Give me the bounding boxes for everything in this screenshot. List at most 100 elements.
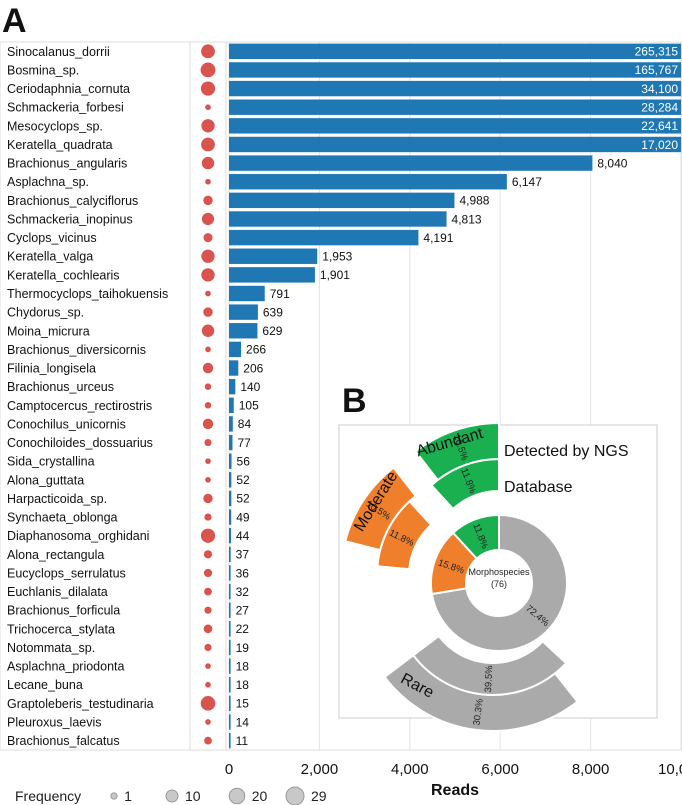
species-label: Ceriodaphnia_cornuta xyxy=(7,82,130,96)
sunburst-center-count: (76) xyxy=(491,579,507,589)
bar-value-label: 27 xyxy=(236,604,250,618)
species-label: Synchaeta_oblonga xyxy=(7,511,118,525)
frequency-dot xyxy=(203,550,213,559)
bar-panel: 265,315 165,767 34,100 28,284 22,641 17,020 8,… xyxy=(225,41,682,799)
frequency-dot xyxy=(205,719,211,725)
bar-value-label: 4,813 xyxy=(452,212,482,226)
x-tick-label: 4,000 xyxy=(391,761,429,778)
frequency-legend-label: 10 xyxy=(185,788,201,804)
bar-value-label: 18 xyxy=(236,659,250,673)
panel-a-label: A xyxy=(2,2,27,40)
x-tick-label: 8,000 xyxy=(572,761,610,778)
species-label: Harpacticoida_sp. xyxy=(7,492,107,506)
frequency-dot xyxy=(204,643,212,652)
bar-value-label: 15 xyxy=(236,697,250,711)
species-panel: Sinocalanus_dorrii Bosmina_sp. Ceriodaphni… xyxy=(0,41,191,751)
bar xyxy=(229,211,447,227)
bar xyxy=(229,658,231,674)
bar xyxy=(229,136,681,153)
bar-value-label: 11 xyxy=(236,734,249,748)
sunburst-center-label: Morphospecies xyxy=(468,567,530,577)
frequency-dot xyxy=(205,104,211,111)
frequency-dots xyxy=(200,44,216,745)
frequency-legend-circle xyxy=(228,787,246,805)
bar xyxy=(229,732,231,749)
frequency-dot xyxy=(203,233,213,243)
bar-value-label: 49 xyxy=(236,510,250,524)
species-label: Bosmina_sp. xyxy=(7,63,79,77)
bar-value-labels: 265,315 165,767 34,100 28,284 22,641 17,020 8,… xyxy=(236,45,679,748)
sunburst-segment xyxy=(383,653,579,732)
sunburst-ring-legend: Database xyxy=(504,479,573,496)
sunburst-segment xyxy=(430,531,479,596)
sunburst: 11.8%15.8%72.4%11.8%11.8%39.5%10.5%10.5%… xyxy=(344,421,629,732)
x-tick-label: 6,000 xyxy=(481,761,519,778)
species-label: Euchlanis_dilalata xyxy=(7,585,108,599)
species-label: Eucyclops_serrulatus xyxy=(7,566,126,580)
bar xyxy=(229,639,231,656)
bar-value-label: 206 xyxy=(243,361,263,375)
bar-value-label: 17,020 xyxy=(641,138,678,152)
frequency-dot xyxy=(201,156,215,170)
bar-value-label: 77 xyxy=(237,436,251,450)
species-label: Sida_crystallina xyxy=(7,455,95,469)
bar-value-label: 18 xyxy=(236,678,250,692)
sunburst-segment xyxy=(344,466,418,552)
frequency-dot xyxy=(201,249,215,263)
frequency-dot xyxy=(205,681,211,688)
bar-value-label: 4,988 xyxy=(459,194,489,208)
bar-value-label: 36 xyxy=(236,566,250,580)
frequency-dot xyxy=(203,195,213,206)
frequency-dot xyxy=(202,362,214,374)
species-label: Mesocyclops_sp. xyxy=(7,119,103,133)
species-label: Diaphanosoma_orghidani xyxy=(7,529,149,543)
species-names: Sinocalanus_dorrii Bosmina_sp. Ceriodaphni… xyxy=(7,45,168,748)
frequency-dot xyxy=(203,568,213,578)
frequency-dot xyxy=(202,418,214,430)
species-label: Filinia_longisela xyxy=(7,362,96,376)
bar-value-label: 1,953 xyxy=(322,250,352,264)
bar-value-label: 84 xyxy=(238,417,252,431)
bar-value-label: 14 xyxy=(236,715,250,729)
bar-value-label: 32 xyxy=(236,585,250,599)
frequency-dot xyxy=(204,402,212,409)
frequency-dot xyxy=(201,137,215,152)
species-label: Trichocerca_stylata xyxy=(7,622,115,636)
bar-value-label: 37 xyxy=(236,548,250,562)
bar-value-label: 629 xyxy=(262,324,282,338)
bar xyxy=(229,453,232,469)
sunburst-ring-legend: Detected by NGS xyxy=(504,443,629,460)
bar-value-label: 791 xyxy=(270,287,290,301)
panel-b-label: B xyxy=(342,382,367,420)
x-tick-label: 10,000 xyxy=(658,761,682,778)
species-label: Thermocyclops_taihokuensis xyxy=(7,287,168,301)
bar xyxy=(229,565,231,581)
bar-value-label: 639 xyxy=(263,305,283,319)
bar-value-label: 105 xyxy=(239,399,259,413)
frequency-legend: Frequency 1 10 20 29 xyxy=(15,786,327,805)
bar-panel-frame xyxy=(225,41,682,751)
bar xyxy=(229,80,681,97)
species-label: Sinocalanus_dorrii xyxy=(7,45,110,59)
bar xyxy=(229,248,318,264)
frequency-dot xyxy=(204,438,212,447)
species-label: Cyclops_vicinus xyxy=(7,231,97,245)
sunburst-segment xyxy=(430,513,568,652)
species-label: Brachionus_diversicornis xyxy=(7,343,146,357)
bar-value-label: 8,040 xyxy=(597,156,627,170)
sunburst-percent-label: 39.5% xyxy=(483,665,495,693)
frequency-dot xyxy=(204,736,212,745)
bar xyxy=(229,695,231,712)
sunburst-percent-label: 30.3% xyxy=(471,698,485,727)
frequency-legend-label: 29 xyxy=(311,788,327,804)
species-label: Schmackeria_forbesi xyxy=(7,101,124,115)
bar xyxy=(229,285,265,302)
frequency-legend-circle xyxy=(285,786,305,805)
bar xyxy=(229,174,507,190)
bar xyxy=(229,490,232,507)
frequency-legend-title: Frequency xyxy=(15,788,81,804)
bar-value-label: 22,641 xyxy=(641,119,678,133)
bar-value-label: 22 xyxy=(236,622,250,636)
species-label: Asplachna_priodonta xyxy=(7,660,124,674)
